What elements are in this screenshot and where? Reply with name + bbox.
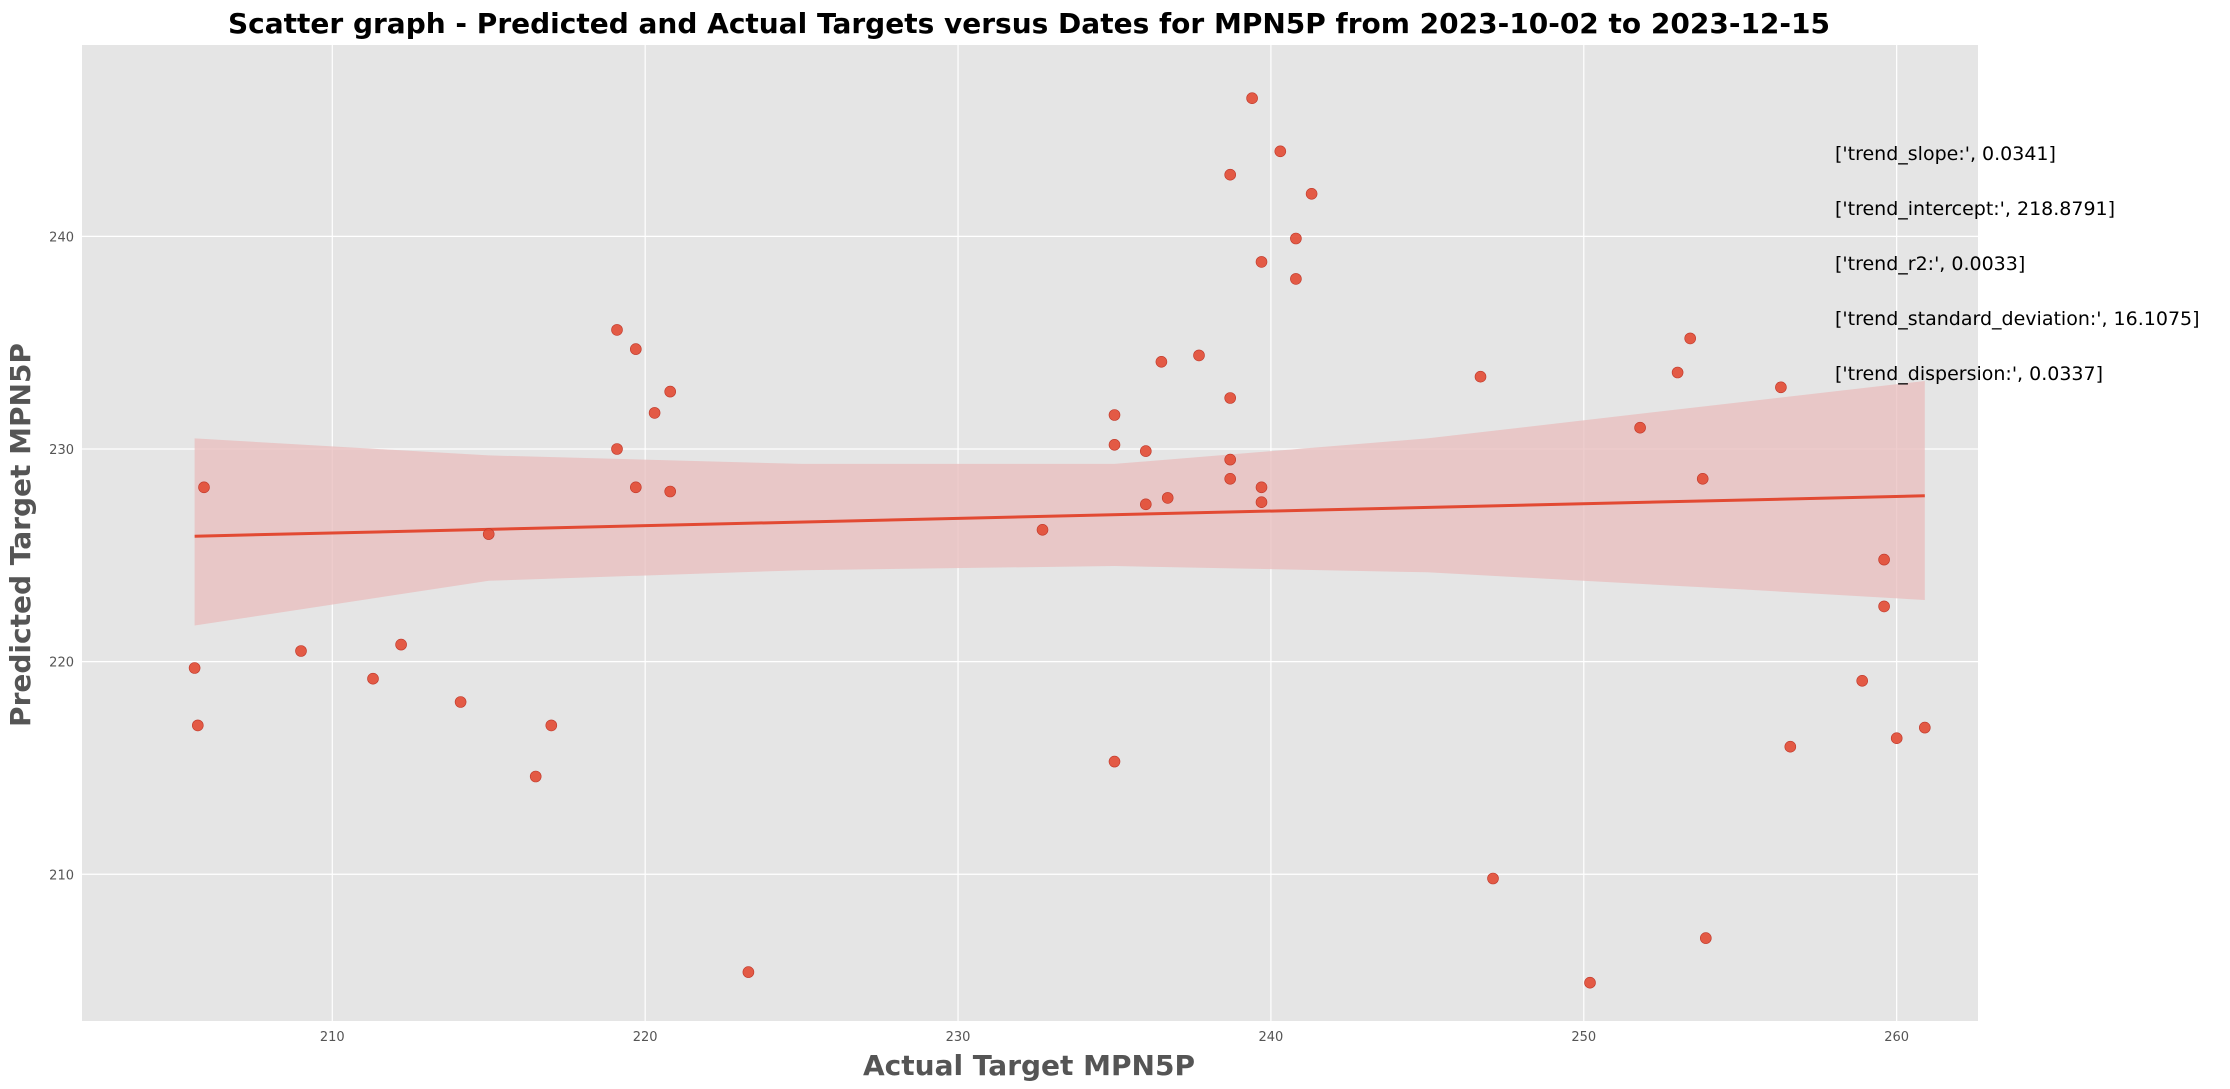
scatter-point (1290, 232, 1302, 245)
scatter-point (1224, 168, 1236, 181)
scatter-point (664, 385, 677, 398)
trend-annotation: ['trend_slope:', 0.0341] (1835, 143, 2056, 165)
scatter-point (529, 770, 542, 783)
scatter-point (1684, 332, 1696, 345)
scatter-point (1140, 445, 1152, 457)
scatter-point (1224, 453, 1236, 466)
scatter-point (664, 485, 677, 498)
x-tick-label: 210 (320, 1030, 345, 1045)
trend-annotations: ['trend_slope:', 0.0341] ['trend_intercep… (1835, 143, 2200, 385)
y-tick-label: 240 (49, 230, 74, 245)
trend-annotation: ['trend_intercept:', 218.8791] (1835, 198, 2115, 220)
scatter-point (1878, 553, 1890, 566)
scatter-point (1290, 273, 1302, 285)
scatter-point (1036, 523, 1049, 536)
scatter-point (629, 481, 642, 494)
scatter-point (1255, 481, 1268, 494)
scatter-point (1474, 370, 1487, 383)
y-tick-label: 220 (49, 656, 74, 671)
scatter-point (1274, 145, 1287, 158)
scatter-point (629, 343, 642, 355)
scatter-point (1890, 732, 1903, 745)
scatter-point (1784, 740, 1797, 753)
trend-annotation: ['trend_standard_deviation:', 16.1075] (1835, 308, 2200, 330)
scatter-point (1671, 366, 1684, 379)
scatter-point (367, 672, 379, 685)
tick-labels: 210 220 230 240 250 260 210 220 230 240 (49, 230, 1909, 1045)
scatter-point (1161, 492, 1174, 504)
scatter-point (1255, 256, 1268, 268)
scatter-point (1856, 674, 1868, 687)
scatter-point (611, 324, 623, 336)
scatter-point (1878, 600, 1890, 613)
scatter-point (1487, 872, 1499, 885)
scatter-point (1305, 188, 1318, 200)
x-tick-label: 250 (1571, 1030, 1596, 1045)
scatter-point (1108, 438, 1121, 451)
x-tick-label: 260 (1884, 1030, 1909, 1045)
scatter-point (1696, 472, 1709, 485)
scatter-point (1155, 355, 1168, 368)
scatter-point (192, 719, 204, 732)
scatter-point (1634, 421, 1646, 434)
scatter-point (482, 528, 495, 540)
scatter-point (1108, 755, 1121, 768)
scatter-point (611, 443, 623, 455)
scatter-point (295, 645, 307, 657)
scatter-point (454, 696, 467, 708)
scatter-point (545, 719, 558, 732)
trend-line (194, 494, 1925, 538)
scatter-point (1919, 721, 1931, 734)
y-axis-label: Predicted Target MPN5P (4, 343, 37, 727)
scatter-point (1255, 496, 1268, 509)
scatter-point (1584, 976, 1596, 989)
scatter-point (395, 638, 407, 651)
scatter-point (648, 407, 661, 419)
data-points (188, 92, 1931, 989)
trend-line-layer (194, 494, 1925, 538)
y-tick-label: 210 (49, 868, 74, 883)
scatter-point (742, 966, 755, 978)
scatter-point (1193, 349, 1205, 362)
trend-annotation: ['trend_dispersion:', 0.0337] (1835, 363, 2103, 385)
scatter-point (1108, 409, 1121, 421)
confidence-band-layer (194, 381, 1925, 626)
y-tick-label: 230 (49, 443, 74, 458)
x-tick-label: 230 (946, 1030, 971, 1045)
scatter-point (1700, 932, 1712, 944)
chart-title: Scatter graph - Predicted and Actual Tar… (228, 7, 1830, 40)
scatter-point (188, 662, 201, 674)
scatter-point (198, 481, 210, 494)
scatter-point (1246, 92, 1258, 104)
scatter-point (1224, 472, 1236, 485)
scatter-point (1224, 392, 1236, 404)
confidence-band (194, 381, 1925, 626)
x-tick-label: 240 (1258, 1030, 1283, 1045)
scatter-point (1775, 381, 1787, 394)
scatter-point (1140, 498, 1152, 511)
x-tick-label: 220 (633, 1030, 658, 1045)
trend-annotation: ['trend_r2:', 0.0033] (1835, 253, 2025, 275)
x-axis-label: Actual Target MPN5P (863, 1049, 1195, 1082)
